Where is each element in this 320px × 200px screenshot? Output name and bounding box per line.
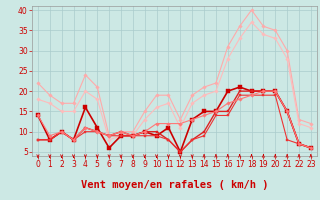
X-axis label: Vent moyen/en rafales ( km/h ): Vent moyen/en rafales ( km/h ): [81, 180, 268, 190]
